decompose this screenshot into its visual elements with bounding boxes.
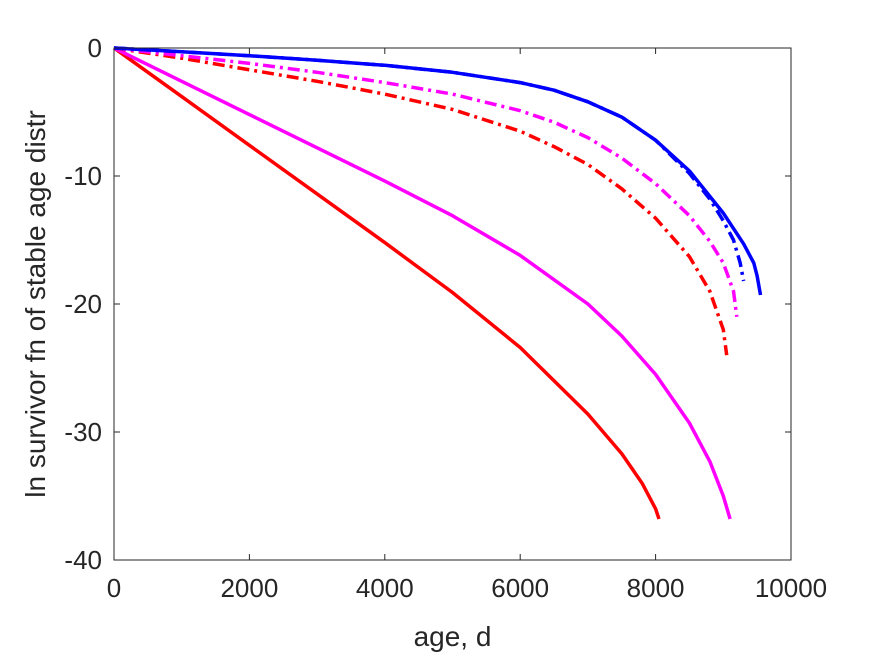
y-tick-label: -10 <box>64 161 102 191</box>
y-axis-label: ln survivor fn of stable age distr <box>20 110 51 498</box>
series-line-3 <box>113 46 729 356</box>
x-tick-label: 2000 <box>220 573 278 603</box>
x-tick-label: 6000 <box>491 573 549 603</box>
y-tick-label: -30 <box>64 417 102 447</box>
tick-layer: 0 2000 4000 6000 8000 10000 0 -10 -20 -30 -40 <box>64 33 827 603</box>
x-axis-label: age, d <box>414 621 492 652</box>
plot-area <box>114 48 791 560</box>
x-tick-label: 8000 <box>627 573 685 603</box>
y-tick-label: 0 <box>88 33 102 63</box>
y-tick-label: -40 <box>64 545 102 575</box>
series-line-4 <box>113 46 739 318</box>
x-tick-label: 0 <box>107 573 121 603</box>
series-line-2 <box>113 46 732 520</box>
x-tick-label: 4000 <box>356 573 414 603</box>
series-line-6 <box>113 46 763 296</box>
series-layer <box>112 46 763 520</box>
y-tick-label: -20 <box>64 289 102 319</box>
x-tick-label: 10000 <box>755 573 827 603</box>
series-line-1 <box>112 46 661 520</box>
